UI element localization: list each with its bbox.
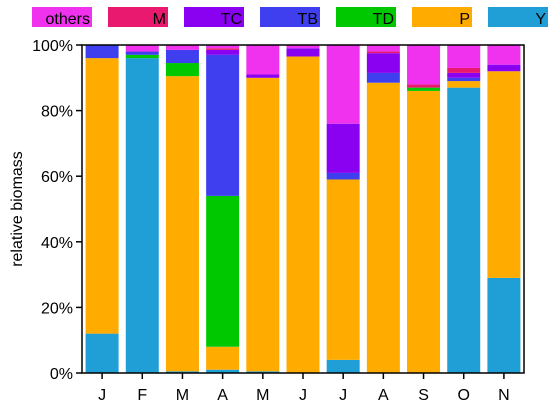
x-tick-label: M (176, 387, 189, 404)
legend-label-y: Y (535, 11, 546, 28)
bar-segment-m-3 (206, 48, 240, 50)
bar-segment-y-9 (447, 87, 481, 373)
x-tick-label: M (256, 387, 269, 404)
bar-segment-others-3 (206, 45, 240, 49)
bar-segment-y-4 (246, 371, 280, 373)
bar-segment-y-6 (326, 359, 360, 373)
legend-swatch-m (108, 7, 168, 27)
x-tick-label: J (339, 387, 347, 404)
bar-segment-tb-9 (447, 77, 481, 82)
x-tick-label: A (217, 387, 228, 404)
y-tick-label: 40% (41, 235, 73, 252)
bar-segment-others-10 (487, 45, 521, 65)
legend-swatch-others (32, 7, 92, 27)
x-tick-label: J (98, 387, 106, 404)
bar-segment-tb-0 (85, 45, 119, 59)
bar-segment-tc-5 (286, 48, 320, 57)
bar-segment-others-9 (447, 45, 481, 68)
bar-segment-p-6 (326, 179, 360, 360)
bar-segment-others-7 (366, 45, 400, 52)
bar-segment-tb-3 (206, 54, 240, 196)
bar-segment-tc-7 (366, 53, 400, 73)
x-tick-label: O (458, 387, 470, 404)
bar-segment-td-8 (407, 87, 441, 91)
y-tick-label: 100% (32, 38, 73, 55)
bars (85, 45, 521, 374)
bar-segment-tb-1 (125, 51, 159, 55)
y-tick-label: 0% (50, 366, 73, 383)
x-tick-label: N (498, 387, 510, 404)
legend: others M TC TB TD P Y (32, 7, 548, 28)
bar-segment-others-4 (246, 45, 280, 75)
bar-segment-td-2 (165, 63, 199, 77)
bar-segment-others-6 (326, 45, 360, 124)
legend-label-m: M (153, 11, 166, 28)
bar-segment-y-0 (85, 333, 119, 373)
bar-segment-p-0 (85, 58, 119, 334)
bar-segment-others-1 (125, 45, 159, 52)
bar-segment-td-3 (206, 195, 240, 347)
bar-segment-tb-6 (326, 172, 360, 180)
bar-segment-tb-7 (366, 72, 400, 83)
legend-swatch-y (488, 7, 548, 27)
bar-segment-y-2 (165, 371, 199, 373)
bar-segment-p-3 (206, 346, 240, 370)
x-tick-label: A (378, 387, 389, 404)
bar-segment-p-10 (487, 71, 521, 278)
bar-segment-tb-2 (165, 49, 199, 64)
y-tick-label: 60% (41, 169, 73, 186)
y-tick-label: 80% (41, 104, 73, 121)
bar-segment-tc-10 (487, 64, 521, 72)
bar-segment-m-8 (407, 84, 441, 88)
bar-segment-tc-6 (326, 123, 360, 173)
legend-swatch-tb (260, 7, 320, 27)
bar-segment-p-8 (407, 90, 441, 374)
y-tick-label: 20% (41, 300, 73, 317)
bar-segment-y-3 (206, 369, 240, 373)
y-axis-title: relative biomass (9, 151, 26, 267)
bar-segment-p-2 (165, 76, 199, 372)
bar-segment-tc-9 (447, 72, 481, 78)
legend-label-td: TD (373, 11, 394, 28)
bar-segment-p-5 (286, 56, 320, 373)
x-tick-label: J (299, 387, 307, 404)
legend-label-p: P (459, 11, 470, 28)
bar-segment-tc-4 (246, 74, 280, 78)
legend-swatch-tc (184, 7, 244, 27)
bar-segment-others-2 (165, 45, 199, 50)
legend-label-tc: TC (221, 11, 242, 28)
bar-segment-others-8 (407, 45, 441, 85)
legend-swatch-td (336, 7, 396, 27)
bar-segment-p-7 (366, 82, 400, 373)
bar-segment-m-7 (366, 51, 400, 54)
bar-segment-td-1 (125, 54, 159, 59)
x-tick-label: F (137, 387, 147, 404)
bar-segment-y-10 (487, 277, 521, 373)
legend-swatch-p (412, 7, 472, 27)
legend-label-tb: TB (298, 11, 318, 28)
x-tick-label: S (418, 387, 429, 404)
y-axis-ticks: 0% 20% 40% 60% 80% 100% (32, 38, 82, 383)
bar-segment-p-4 (246, 77, 280, 372)
bar-segment-tc-3 (206, 49, 240, 55)
bar-segment-p-9 (447, 81, 481, 88)
legend-label-others: others (46, 11, 90, 28)
bar-segment-others-5 (286, 45, 320, 49)
bar-segment-m-9 (447, 67, 481, 73)
bar-segment-y-1 (125, 58, 159, 374)
